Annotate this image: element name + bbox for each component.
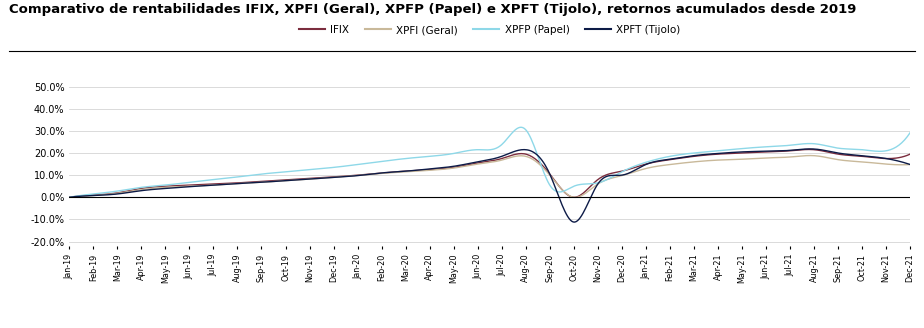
IFIX <box>697 154 708 157</box>
XPFP (Papel) <box>561 188 572 192</box>
XPFI (Geral) <box>444 167 456 171</box>
XPFT (Tijolo) <box>569 220 580 224</box>
IFIX <box>280 178 291 182</box>
XPFT (Tijolo) <box>805 147 816 151</box>
XPFT (Tijolo) <box>213 183 224 187</box>
XPFT (Tijolo) <box>559 209 570 213</box>
IFIX <box>213 182 224 186</box>
IFIX <box>626 167 637 171</box>
XPFP (Papel) <box>64 195 75 199</box>
XPFP (Papel) <box>699 150 710 154</box>
XPFT (Tijolo) <box>280 179 291 183</box>
XPFI (Geral) <box>569 195 580 199</box>
XPFI (Geral) <box>905 163 916 167</box>
Text: Comparativo de rentabilidades IFIX, XPFI (Geral), XPFP (Papel) e XPFT (Tijolo), : Comparativo de rentabilidades IFIX, XPFI… <box>9 3 857 16</box>
XPFT (Tijolo) <box>444 165 456 169</box>
XPFI (Geral) <box>559 190 570 194</box>
Line: XPFT (Tijolo): XPFT (Tijolo) <box>69 149 910 222</box>
XPFI (Geral) <box>64 195 75 199</box>
Line: XPFI (Geral): XPFI (Geral) <box>69 155 910 197</box>
Line: XPFP (Papel): XPFP (Papel) <box>69 127 910 197</box>
XPFP (Papel) <box>444 152 456 156</box>
XPFT (Tijolo) <box>905 163 916 167</box>
Line: IFIX: IFIX <box>69 150 910 197</box>
XPFP (Papel) <box>280 170 291 174</box>
XPFI (Geral) <box>626 171 638 174</box>
Legend: IFIX, XPFI (Geral), XPFP (Papel), XPFT (Tijolo): IFIX, XPFI (Geral), XPFP (Papel), XPFT (… <box>295 21 685 39</box>
XPFI (Geral) <box>213 183 224 187</box>
XPFP (Papel) <box>905 131 916 134</box>
XPFP (Papel) <box>516 125 527 129</box>
XPFP (Papel) <box>626 165 638 169</box>
IFIX <box>804 148 815 152</box>
IFIX <box>444 166 456 170</box>
XPFT (Tijolo) <box>699 153 710 156</box>
XPFP (Papel) <box>213 177 224 181</box>
XPFI (Geral) <box>805 154 816 157</box>
XPFI (Geral) <box>699 159 710 163</box>
XPFT (Tijolo) <box>64 195 75 199</box>
IFIX <box>905 152 916 156</box>
IFIX <box>559 191 570 195</box>
XPFI (Geral) <box>280 179 291 183</box>
XPFT (Tijolo) <box>626 170 638 174</box>
IFIX <box>64 195 75 199</box>
